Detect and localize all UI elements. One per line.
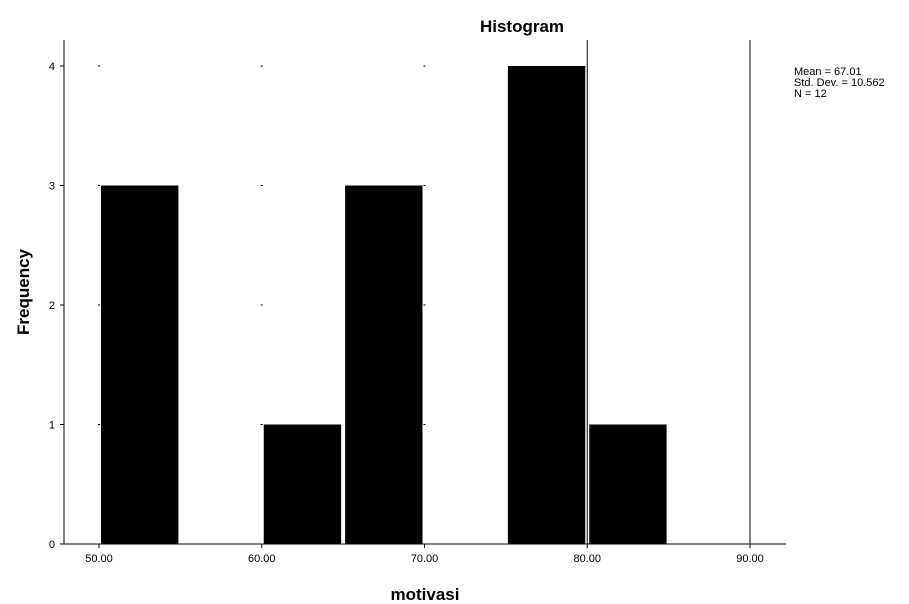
histogram-bar-5 — [507, 66, 586, 544]
y-tick-label: 3 — [49, 181, 55, 193]
histogram-bar-0 — [101, 185, 179, 544]
x-axis-label: motivasi — [391, 585, 460, 604]
x-ticks: 50.00 60.00 70.00 80.00 90.00 — [85, 544, 764, 565]
bars — [101, 66, 667, 544]
histogram-bar-6 — [589, 424, 667, 544]
y-axis-label: Frequency — [14, 248, 33, 335]
histogram-bar-3 — [345, 185, 423, 544]
stats-mean: Mean = 67.01 — [794, 66, 862, 78]
x-tick-label: 50.00 — [85, 553, 113, 565]
gridlines — [98, 40, 751, 544]
y-tick-label: 1 — [49, 420, 55, 432]
x-tick-label: 90.00 — [736, 553, 764, 565]
y-ticks: 0 1 2 3 4 — [49, 61, 64, 551]
y-tick-label: 0 — [49, 539, 55, 551]
x-tick-label: 70.00 — [411, 553, 439, 565]
y-tick-label: 2 — [49, 300, 55, 312]
y-tick-label: 4 — [49, 61, 55, 73]
stats-n: N = 12 — [794, 88, 827, 100]
x-tick-label: 60.00 — [248, 553, 276, 565]
chart-title: Histogram — [480, 17, 564, 36]
x-tick-label: 80.00 — [573, 553, 601, 565]
stats-box: Mean = 67.01 Std. Dev. = 10.562 N = 12 — [794, 67, 885, 100]
stats-std-dev: Std. Dev. = 10.562 — [794, 77, 885, 89]
histogram-bar-2 — [263, 424, 342, 544]
